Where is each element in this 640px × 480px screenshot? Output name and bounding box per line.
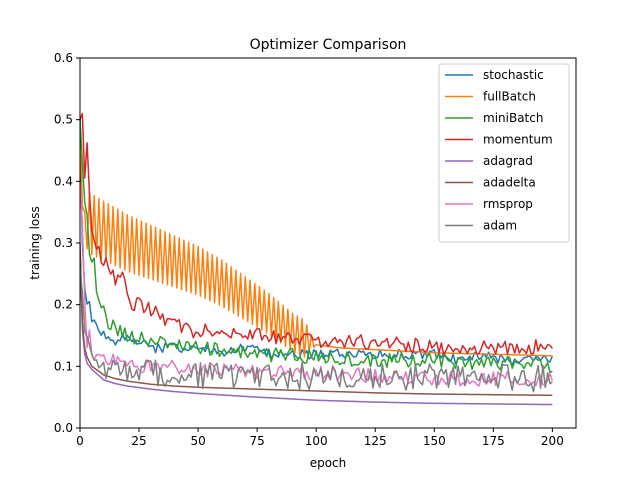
y-tick-label: 0.2 [54, 298, 73, 312]
series-line-momentum [80, 112, 553, 356]
legend-label-adam: adam [483, 219, 517, 233]
legend-label-momentum: momentum [483, 133, 553, 147]
legend-label-miniBatch: miniBatch [483, 111, 543, 125]
legend-label-adadelta: adadelta [483, 176, 536, 190]
x-tick-label: 0 [76, 434, 84, 448]
x-tick-label: 25 [131, 434, 146, 448]
y-tick-label: 0.5 [54, 113, 73, 127]
x-tick-label: 50 [190, 434, 205, 448]
legend-box [438, 63, 570, 243]
y-axis-label: training loss [28, 206, 42, 279]
y-tick-label: 0.3 [54, 236, 73, 250]
x-axis-label: epoch [310, 456, 347, 470]
series-line-fullBatch [80, 119, 553, 358]
x-tick-label: 175 [482, 434, 505, 448]
y-tick-label: 0.0 [54, 421, 73, 435]
legend-label-rmsprop: rmsprop [483, 197, 533, 211]
x-tick-label: 75 [250, 434, 265, 448]
series-line-adam [80, 267, 553, 393]
series-line-rmsprop [80, 181, 554, 387]
y-tick-label: 0.1 [54, 359, 73, 373]
x-tick-label: 125 [364, 434, 387, 448]
legend-label-adagrad: adagrad [483, 154, 533, 168]
x-tick-label: 200 [541, 434, 564, 448]
series-line-adagrad [80, 249, 553, 406]
series-line-miniBatch [80, 119, 553, 374]
legend: stochastic fullBatch miniBatch momentum adag… [438, 63, 570, 243]
y-tick-label: 0.4 [54, 174, 73, 188]
legend-label-stochastic: stochastic [483, 68, 544, 82]
chart-title: Optimizer Comparison [250, 37, 407, 53]
legend-label-fullBatch: fullBatch [483, 90, 536, 104]
x-tick-label: 150 [423, 434, 446, 448]
x-tick-label: 100 [305, 434, 328, 448]
y-tick-label: 0.6 [54, 51, 73, 65]
